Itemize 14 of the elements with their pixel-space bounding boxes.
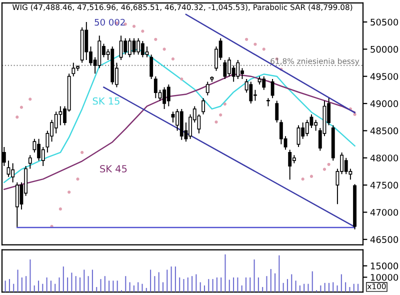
- y-tick-label: 10000: [370, 274, 398, 281]
- y-tick-label: 50500: [370, 18, 398, 26]
- y-tick-label: 49000: [370, 100, 398, 108]
- y-tick-label: 47000: [370, 208, 398, 216]
- y-tick-label: 48500: [370, 127, 398, 134]
- y-tick-label: 46500: [370, 236, 398, 243]
- y-tick-label: 47500: [370, 182, 398, 189]
- y-tick-label: 48000: [370, 154, 398, 162]
- y-tick-label: 49500: [370, 73, 398, 80]
- series-label: SK 45: [100, 165, 127, 172]
- annotation: 50 002: [94, 18, 125, 26]
- y-tick-label: 50000: [370, 46, 398, 53]
- series-label: SK 15: [92, 97, 120, 105]
- y-tick-label: 15000: [370, 262, 398, 270]
